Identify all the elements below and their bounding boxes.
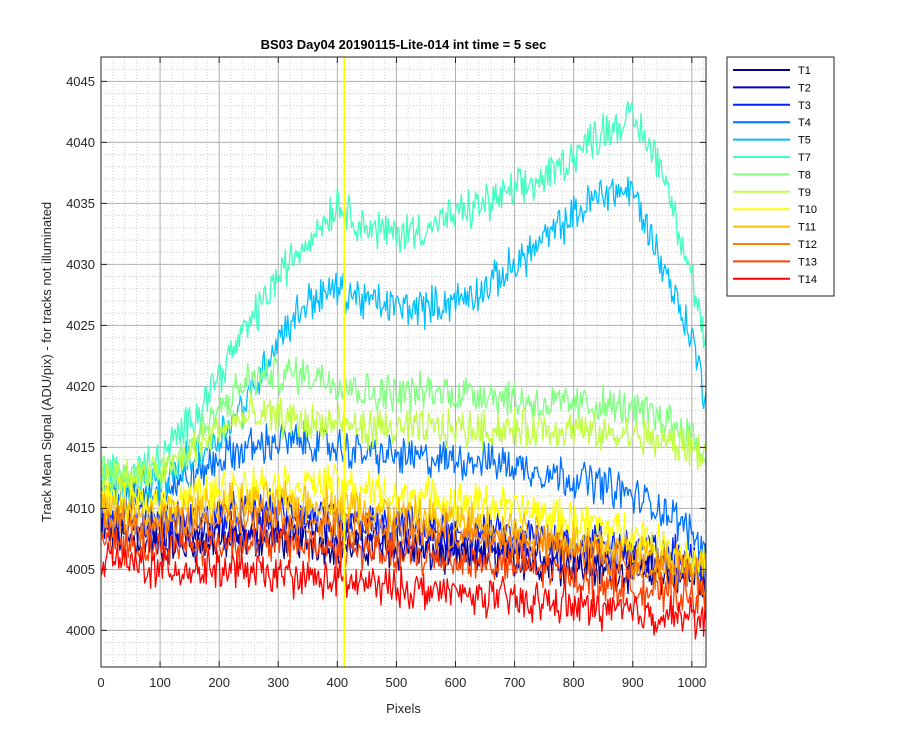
y-tick-label: 4040 — [66, 135, 95, 150]
y-tick-label: 4030 — [66, 257, 95, 272]
x-tick-label: 0 — [97, 675, 104, 690]
x-tick-label: 200 — [208, 675, 230, 690]
x-tick-labels: 0 100 200 300 400 500 600 700 800 900 1000 — [97, 675, 706, 690]
x-tick-label: 600 — [445, 675, 467, 690]
x-tick-label: 100 — [149, 675, 171, 690]
plot-frame — [100, 56, 707, 668]
legend-label-t4: T4 — [798, 117, 811, 129]
legend-label-t1: T1 — [798, 65, 811, 77]
x-tick-label: 300 — [267, 675, 289, 690]
ticks-layer — [100, 57, 706, 667]
x-tick-label: 400 — [326, 675, 348, 690]
series-line-t13 — [100, 522, 707, 619]
legend-label-t8: T8 — [798, 169, 811, 181]
legend-label-t5: T5 — [798, 135, 811, 147]
x-axis-label: Pixels — [386, 701, 421, 716]
series-line-t12 — [100, 498, 707, 604]
legend-label-t2: T2 — [798, 82, 811, 94]
legend: T1 T2 T3 T4 T5 T7 T8 T9 T10 T11 T12 T13 T14 — [726, 56, 835, 297]
y-tick-labels: 4000 4005 4010 4015 4020 4025 4030 4035 4040 4045 — [66, 74, 95, 638]
legend-label-t3: T3 — [798, 100, 811, 112]
y-tick-label: 4005 — [66, 562, 95, 577]
chart-title: BS03 Day04 20190115-Lite-014 int time = … — [261, 37, 547, 52]
legend-label-t7: T7 — [798, 152, 811, 164]
series-line-t8 — [100, 355, 707, 492]
legend-label-t13: T13 — [798, 256, 817, 268]
y-tick-label: 4010 — [66, 501, 95, 516]
series-line-t4 — [100, 420, 707, 567]
series-line-t7 — [100, 100, 707, 490]
x-tick-label: 900 — [622, 675, 644, 690]
legend-label-t9: T9 — [798, 187, 811, 199]
x-tick-label: 700 — [504, 675, 526, 690]
series-line-t11 — [100, 480, 707, 585]
minor-grid — [101, 56, 706, 668]
legend-label-t14: T14 — [798, 274, 817, 286]
y-tick-label: 4025 — [66, 318, 95, 333]
y-tick-label: 4020 — [66, 379, 95, 394]
x-tick-label: 1000 — [677, 675, 706, 690]
legend-box — [726, 56, 835, 297]
y-axis-label: Track Mean Signal (ADU/pix) - for tracks… — [39, 202, 54, 522]
legend-label-t10: T10 — [798, 204, 817, 216]
legend-label-t12: T12 — [798, 239, 817, 251]
series-layer — [100, 100, 707, 640]
x-tick-label: 500 — [386, 675, 408, 690]
y-tick-label: 4035 — [66, 196, 95, 211]
y-tick-label: 4015 — [66, 440, 95, 455]
x-tick-label: 800 — [563, 675, 585, 690]
series-line-t9 — [100, 393, 707, 493]
legend-label-t11: T11 — [798, 222, 816, 234]
y-tick-label: 4000 — [66, 623, 95, 638]
y-tick-label: 4045 — [66, 74, 95, 89]
series-line-t14 — [100, 541, 707, 640]
